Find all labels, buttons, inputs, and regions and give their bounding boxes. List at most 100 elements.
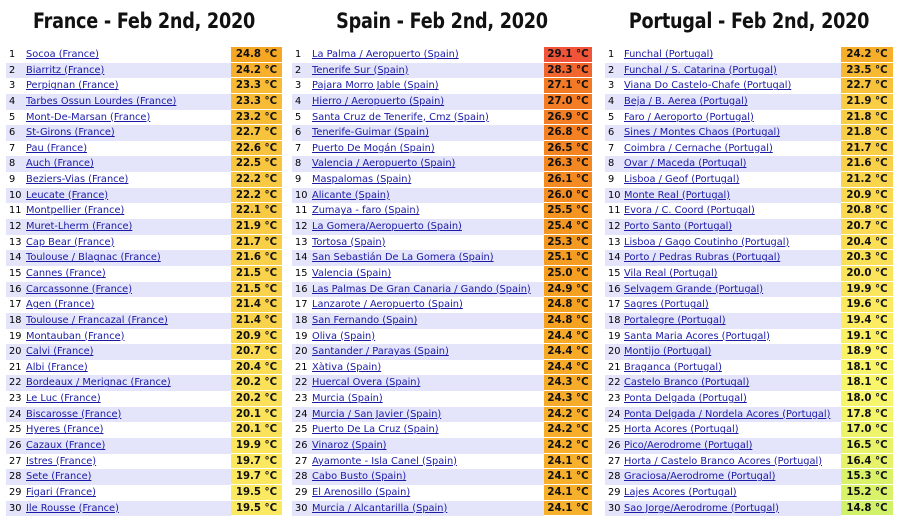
station-link[interactable]: La Gomera/Aeropuerto (Spain) (312, 221, 462, 233)
station-link[interactable]: Auch (France) (26, 158, 94, 170)
station-link[interactable]: Le Luc (France) (26, 393, 101, 405)
station-link[interactable]: Tenerife-Guimar (Spain) (312, 127, 429, 139)
station-link[interactable]: Ovar / Maceda (Portugal) (624, 158, 747, 170)
station-link[interactable]: St-Girons (France) (26, 127, 115, 139)
station-link[interactable]: Toulouse / Blagnac (France) (26, 252, 161, 264)
station-link[interactable]: Ponta Delgada / Nordela Acores (Portugal… (624, 408, 831, 420)
station-link[interactable]: Santa Maria Acores (Portugal) (624, 330, 770, 342)
station-link[interactable]: Pau (France) (26, 142, 88, 154)
rank-number: 18 (9, 314, 22, 326)
station-link[interactable]: Leucate (France) (26, 189, 109, 201)
station-link[interactable]: Funchal (Portugal) (624, 49, 714, 60)
rank-number: 3 (608, 80, 615, 92)
station-link[interactable]: Cannes (France) (26, 267, 106, 279)
station-link[interactable]: Socoa (France) (26, 49, 99, 60)
station-link[interactable]: Huercal Overa (Spain) (312, 377, 421, 389)
station-link[interactable]: Evora / C. Coord (Portugal) (624, 205, 755, 217)
station-link[interactable]: Lajes Acores (Portugal) (624, 486, 737, 498)
station-link[interactable]: Montpellier (France) (26, 205, 125, 217)
station-link[interactable]: Maspalomas (Spain) (312, 174, 412, 186)
station-link[interactable]: Horta / Castelo Branco Acores (Portugal) (624, 455, 823, 467)
station-link[interactable]: Cap Bear (France) (26, 236, 115, 248)
station-link[interactable]: Xàtiva (Spain) (312, 361, 382, 373)
station-link[interactable]: Porto Santo (Portugal) (624, 221, 733, 233)
station-link[interactable]: Figari (France) (26, 486, 96, 498)
station-link[interactable]: Santa Cruz de Tenerife, Cmz (Spain) (312, 111, 489, 123)
station-link[interactable]: Ponta Delgada (Portugal) (624, 393, 747, 405)
station-link[interactable]: Pajara Morro Jable (Spain) (312, 80, 439, 92)
station-link[interactable]: Hierro / Aeropuerto (Spain) (312, 95, 445, 107)
station-link[interactable]: Santander / Parayas (Spain) (312, 346, 449, 358)
station-link[interactable]: Sagres (Portugal) (624, 299, 709, 311)
temperature-value: 24.3 °C (544, 391, 592, 407)
station-link[interactable]: Istres (France) (26, 455, 97, 467)
station-link[interactable]: San Sebastián De La Gomera (Spain) (312, 252, 494, 264)
station-link[interactable]: Pico/Aerodrome (Portugal) (624, 440, 753, 452)
station-link[interactable]: Valencia / Aeropuerto (Spain) (312, 158, 456, 170)
station-link[interactable]: Muret-Lherm (France) (26, 221, 133, 233)
station-link[interactable]: Beziers-Vias (France) (26, 174, 129, 186)
station-link[interactable]: San Fernando (Spain) (312, 314, 418, 326)
station-link[interactable]: La Palma / Aeropuerto (Spain) (312, 49, 459, 60)
station-link[interactable]: Selvagem Grande (Portugal) (624, 283, 764, 295)
station-link[interactable]: Albi (France) (26, 361, 88, 373)
temperature-value: 21.4 °C (231, 312, 282, 329)
station-link[interactable]: Lanzarote / Aeropuerto (Spain) (312, 299, 463, 311)
station-link[interactable]: Las Palmas De Gran Canaria / Gando (Spai… (312, 283, 531, 295)
station-link[interactable]: Montijo (Portugal) (624, 346, 712, 358)
station-link[interactable]: Ayamonte - Isla Canel (Spain) (312, 455, 457, 467)
station-link[interactable]: Ile Rousse (France) (26, 502, 119, 514)
station-link[interactable]: Oliva (Spain) (312, 330, 376, 342)
station-link[interactable]: Cazaux (France) (26, 440, 106, 452)
station-link[interactable]: Mont-De-Marsan (France) (26, 111, 151, 123)
station-link[interactable]: Lisboa / Geof (Portugal) (624, 174, 740, 186)
station-link[interactable]: Puerto De Mogán (Spain) (312, 142, 435, 154)
station-link[interactable]: Vila Real (Portugal) (624, 267, 718, 279)
station-link[interactable]: Graciosa/Aerodrome (Portugal) (624, 471, 776, 483)
station-link[interactable]: Braganca (Portugal) (624, 361, 722, 373)
station-link[interactable]: Castelo Branco (Portugal) (624, 377, 750, 389)
station-link[interactable]: Puerto De La Cruz (Spain) (312, 424, 439, 436)
station-link[interactable]: Tortosa (Spain) (312, 236, 386, 248)
station-link[interactable]: Viana Do Castelo-Chafe (Portugal) (624, 80, 792, 92)
station-link[interactable]: Murcia (Spain) (312, 393, 383, 405)
station-link[interactable]: Murcia / San Javier (Spain) (312, 408, 442, 420)
station-link[interactable]: Valencia (Spain) (312, 267, 392, 279)
station-link[interactable]: Carcassonne (France) (26, 283, 133, 295)
station-link[interactable]: Funchal / S. Catarina (Portugal) (624, 64, 777, 76)
station-link[interactable]: Biarritz (France) (26, 64, 105, 76)
station-link[interactable]: El Arenosillo (Spain) (312, 486, 411, 498)
table-row: 9 Beziers-Vias (France) 22.2 °C (6, 172, 282, 188)
station-link[interactable]: Bordeaux / Merignac (France) (26, 377, 171, 389)
station-link[interactable]: Porto / Pedras Rubras (Portugal) (624, 252, 781, 264)
station-link[interactable]: Alicante (Spain) (312, 189, 390, 201)
station-link[interactable]: Beja / B. Aerea (Portugal) (624, 95, 748, 107)
table-row: 18 Toulouse / Francazal (France) 21.4 °C (6, 312, 282, 329)
station-link[interactable]: Hyeres (France) (26, 424, 104, 436)
station-link[interactable]: Faro / Aeroporto (Portugal) (624, 111, 754, 123)
station-link[interactable]: Vinaroz (Spain) (312, 440, 387, 452)
station-link[interactable]: Sines / Montes Chaos (Portugal) (624, 127, 781, 139)
station-link[interactable]: Murcia / Alcantarilla (Spain) (312, 502, 448, 514)
table-row: 29 Lajes Acores (Portugal) 15.2 °C (605, 484, 893, 501)
station-link[interactable]: Cabo Busto (Spain) (312, 471, 407, 483)
station-link[interactable]: Monte Real (Portugal) (624, 189, 731, 201)
station-link[interactable]: Tarbes Ossun Lourdes (France) (26, 95, 177, 107)
station-link[interactable]: Toulouse / Francazal (France) (26, 314, 168, 326)
rank-number: 25 (295, 424, 308, 436)
station-link[interactable]: Montauban (France) (26, 330, 125, 342)
station-link[interactable]: Coimbra / Cernache (Portugal) (624, 142, 773, 154)
station-link[interactable]: Perpignan (France) (26, 80, 119, 92)
station-link[interactable]: Sao Jorge/Aerodrome (Portugal) (624, 502, 779, 514)
table-row: 15 Vila Real (Portugal) 20.0 °C (605, 265, 893, 282)
station-link[interactable]: Lisboa / Gago Coutinho (Portugal) (624, 236, 790, 248)
station-link[interactable]: Zumaya - faro (Spain) (312, 205, 420, 217)
station-link[interactable]: Calvi (France) (26, 346, 94, 358)
station-link[interactable]: Portalegre (Portugal) (624, 314, 726, 326)
station-link[interactable]: Biscarosse (France) (26, 408, 122, 420)
table-row: 9 Lisboa / Geof (Portugal) 21.2 °C (605, 172, 893, 188)
station-link[interactable]: Agen (France) (26, 299, 95, 311)
station-link[interactable]: Tenerife Sur (Spain) (312, 64, 409, 76)
station-link[interactable]: Horta Acores (Portugal) (624, 424, 739, 436)
station-link[interactable]: Sete (France) (26, 471, 92, 483)
